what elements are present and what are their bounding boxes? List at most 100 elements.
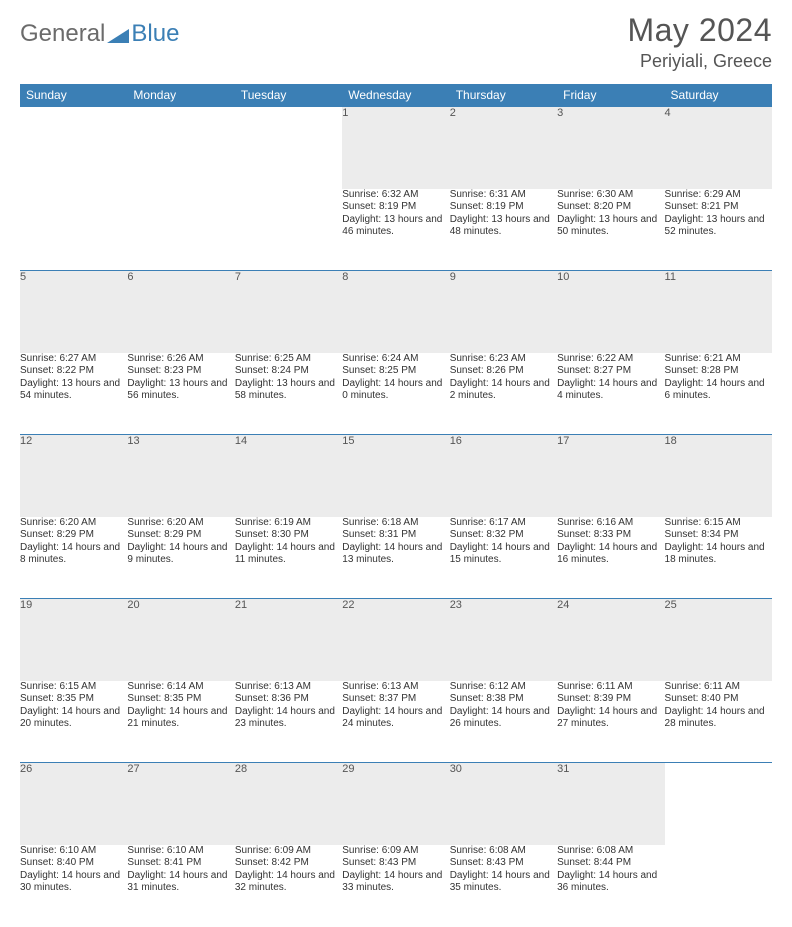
day-header-row: Sunday Monday Tuesday Wednesday Thursday… [20, 84, 772, 107]
day-content-cell: Sunrise: 6:21 AMSunset: 8:28 PMDaylight:… [665, 353, 772, 435]
daylight-text: Daylight: 13 hours and 54 minutes. [20, 378, 127, 403]
sunset-text: Sunset: 8:27 PM [557, 365, 664, 378]
day-content-row: Sunrise: 6:27 AMSunset: 8:22 PMDaylight:… [20, 353, 772, 435]
sunrise-text: Sunrise: 6:23 AM [450, 353, 557, 366]
day-content-cell: Sunrise: 6:13 AMSunset: 8:36 PMDaylight:… [235, 681, 342, 763]
sunset-text: Sunset: 8:22 PM [20, 365, 127, 378]
sunset-text: Sunset: 8:35 PM [127, 693, 234, 706]
sunrise-text: Sunrise: 6:09 AM [342, 845, 449, 858]
daylight-text: Daylight: 13 hours and 52 minutes. [665, 214, 772, 239]
sunrise-text: Sunrise: 6:30 AM [557, 189, 664, 202]
day-number-cell: 3 [557, 107, 664, 189]
daylight-text: Daylight: 14 hours and 21 minutes. [127, 706, 234, 731]
sunset-text: Sunset: 8:43 PM [342, 857, 449, 870]
month-title: May 2024 [627, 12, 772, 49]
daylight-text: Daylight: 14 hours and 0 minutes. [342, 378, 449, 403]
sunrise-text: Sunrise: 6:10 AM [127, 845, 234, 858]
sunrise-text: Sunrise: 6:15 AM [20, 681, 127, 694]
sunrise-text: Sunrise: 6:10 AM [20, 845, 127, 858]
sunrise-text: Sunrise: 6:26 AM [127, 353, 234, 366]
sunset-text: Sunset: 8:44 PM [557, 857, 664, 870]
day-number-cell: 2 [450, 107, 557, 189]
sunset-text: Sunset: 8:31 PM [342, 529, 449, 542]
day-content-row: Sunrise: 6:15 AMSunset: 8:35 PMDaylight:… [20, 681, 772, 763]
day-content-cell: Sunrise: 6:12 AMSunset: 8:38 PMDaylight:… [450, 681, 557, 763]
sunrise-text: Sunrise: 6:21 AM [665, 353, 772, 366]
sunrise-text: Sunrise: 6:08 AM [557, 845, 664, 858]
sunrise-text: Sunrise: 6:20 AM [127, 517, 234, 530]
logo-text-blue: Blue [131, 20, 179, 48]
day-content-cell: Sunrise: 6:22 AMSunset: 8:27 PMDaylight:… [557, 353, 664, 435]
sunrise-text: Sunrise: 6:08 AM [450, 845, 557, 858]
day-number-cell: 24 [557, 599, 664, 681]
day-content-row: Sunrise: 6:32 AMSunset: 8:19 PMDaylight:… [20, 189, 772, 271]
sunrise-text: Sunrise: 6:15 AM [665, 517, 772, 530]
day-number-cell [665, 763, 772, 845]
day-content-cell [20, 189, 127, 271]
day-content-cell: Sunrise: 6:32 AMSunset: 8:19 PMDaylight:… [342, 189, 449, 271]
day-number-cell: 25 [665, 599, 772, 681]
day-content-cell: Sunrise: 6:18 AMSunset: 8:31 PMDaylight:… [342, 517, 449, 599]
day-content-cell: Sunrise: 6:14 AMSunset: 8:35 PMDaylight:… [127, 681, 234, 763]
day-number-cell [127, 107, 234, 189]
daylight-text: Daylight: 14 hours and 8 minutes. [20, 542, 127, 567]
day-number-cell [235, 107, 342, 189]
day-number-cell: 12 [20, 435, 127, 517]
sunset-text: Sunset: 8:24 PM [235, 365, 342, 378]
daylight-text: Daylight: 14 hours and 24 minutes. [342, 706, 449, 731]
day-number-cell: 31 [557, 763, 664, 845]
day-number-row: 1234 [20, 107, 772, 189]
day-number-cell: 18 [665, 435, 772, 517]
day-number-cell: 28 [235, 763, 342, 845]
day-content-cell: Sunrise: 6:09 AMSunset: 8:43 PMDaylight:… [342, 845, 449, 927]
daylight-text: Daylight: 14 hours and 30 minutes. [20, 870, 127, 895]
daylight-text: Daylight: 14 hours and 4 minutes. [557, 378, 664, 403]
day-content-cell: Sunrise: 6:23 AMSunset: 8:26 PMDaylight:… [450, 353, 557, 435]
sunset-text: Sunset: 8:29 PM [20, 529, 127, 542]
day-number-cell: 22 [342, 599, 449, 681]
sunrise-text: Sunrise: 6:18 AM [342, 517, 449, 530]
day-content-cell: Sunrise: 6:10 AMSunset: 8:41 PMDaylight:… [127, 845, 234, 927]
day-number-cell [20, 107, 127, 189]
day-header: Sunday [20, 84, 127, 107]
day-content-cell: Sunrise: 6:15 AMSunset: 8:34 PMDaylight:… [665, 517, 772, 599]
daylight-text: Daylight: 14 hours and 27 minutes. [557, 706, 664, 731]
day-content-cell: Sunrise: 6:31 AMSunset: 8:19 PMDaylight:… [450, 189, 557, 271]
sunrise-text: Sunrise: 6:22 AM [557, 353, 664, 366]
sunset-text: Sunset: 8:19 PM [450, 201, 557, 214]
sunset-text: Sunset: 8:35 PM [20, 693, 127, 706]
day-number-cell: 9 [450, 271, 557, 353]
day-content-cell [235, 189, 342, 271]
day-header: Wednesday [342, 84, 449, 107]
sunset-text: Sunset: 8:43 PM [450, 857, 557, 870]
calendar-table: Sunday Monday Tuesday Wednesday Thursday… [20, 84, 772, 927]
sunrise-text: Sunrise: 6:31 AM [450, 189, 557, 202]
sunset-text: Sunset: 8:20 PM [557, 201, 664, 214]
daylight-text: Daylight: 14 hours and 33 minutes. [342, 870, 449, 895]
day-header: Thursday [450, 84, 557, 107]
day-number-cell: 27 [127, 763, 234, 845]
day-content-cell: Sunrise: 6:15 AMSunset: 8:35 PMDaylight:… [20, 681, 127, 763]
day-number-cell: 1 [342, 107, 449, 189]
sunset-text: Sunset: 8:25 PM [342, 365, 449, 378]
daylight-text: Daylight: 13 hours and 50 minutes. [557, 214, 664, 239]
day-header: Monday [127, 84, 234, 107]
sunrise-text: Sunrise: 6:11 AM [665, 681, 772, 694]
day-content-cell: Sunrise: 6:16 AMSunset: 8:33 PMDaylight:… [557, 517, 664, 599]
daylight-text: Daylight: 14 hours and 18 minutes. [665, 542, 772, 567]
day-content-cell: Sunrise: 6:08 AMSunset: 8:43 PMDaylight:… [450, 845, 557, 927]
day-number-cell: 19 [20, 599, 127, 681]
day-header: Tuesday [235, 84, 342, 107]
day-number-cell: 15 [342, 435, 449, 517]
daylight-text: Daylight: 14 hours and 23 minutes. [235, 706, 342, 731]
sunrise-text: Sunrise: 6:12 AM [450, 681, 557, 694]
sunrise-text: Sunrise: 6:09 AM [235, 845, 342, 858]
sunset-text: Sunset: 8:42 PM [235, 857, 342, 870]
day-number-cell: 16 [450, 435, 557, 517]
daylight-text: Daylight: 14 hours and 20 minutes. [20, 706, 127, 731]
day-content-cell: Sunrise: 6:24 AMSunset: 8:25 PMDaylight:… [342, 353, 449, 435]
sunset-text: Sunset: 8:32 PM [450, 529, 557, 542]
daylight-text: Daylight: 14 hours and 2 minutes. [450, 378, 557, 403]
sunset-text: Sunset: 8:19 PM [342, 201, 449, 214]
logo-text-general: General [20, 20, 105, 48]
